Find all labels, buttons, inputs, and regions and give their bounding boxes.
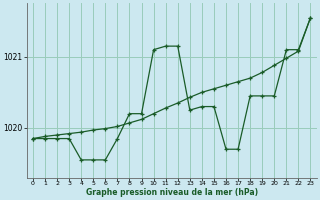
X-axis label: Graphe pression niveau de la mer (hPa): Graphe pression niveau de la mer (hPa) [86, 188, 258, 197]
